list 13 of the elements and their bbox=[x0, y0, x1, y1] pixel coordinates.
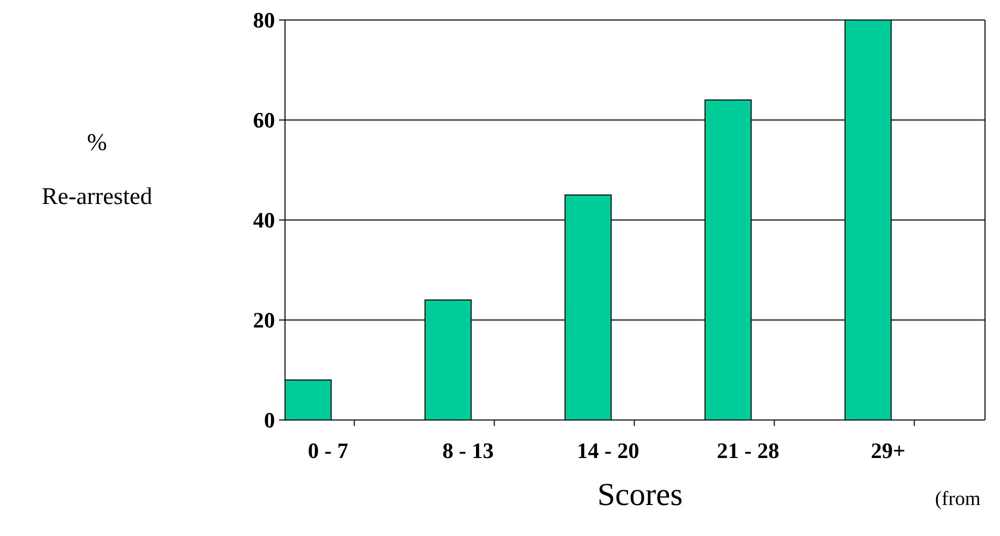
x-axis-title: Scores bbox=[597, 476, 683, 512]
y-tick-label: 40 bbox=[253, 208, 275, 233]
text: (from bbox=[935, 488, 981, 510]
y-tick-label: 60 bbox=[253, 108, 275, 133]
y-axis-title: % Re-arrested bbox=[42, 130, 152, 210]
x-tick-label: 8 - 13 bbox=[442, 438, 494, 463]
y-tick-label: 20 bbox=[253, 308, 275, 333]
x-tick-label: 0 - 7 bbox=[308, 438, 348, 463]
y-tick-label: 80 bbox=[253, 8, 275, 33]
x-tick-label: 21 - 28 bbox=[716, 438, 780, 463]
x-tick-label: 29+ bbox=[870, 438, 906, 463]
x-tick-label: 14 - 20 bbox=[576, 438, 640, 463]
y-tick-label: 0 bbox=[264, 408, 275, 433]
